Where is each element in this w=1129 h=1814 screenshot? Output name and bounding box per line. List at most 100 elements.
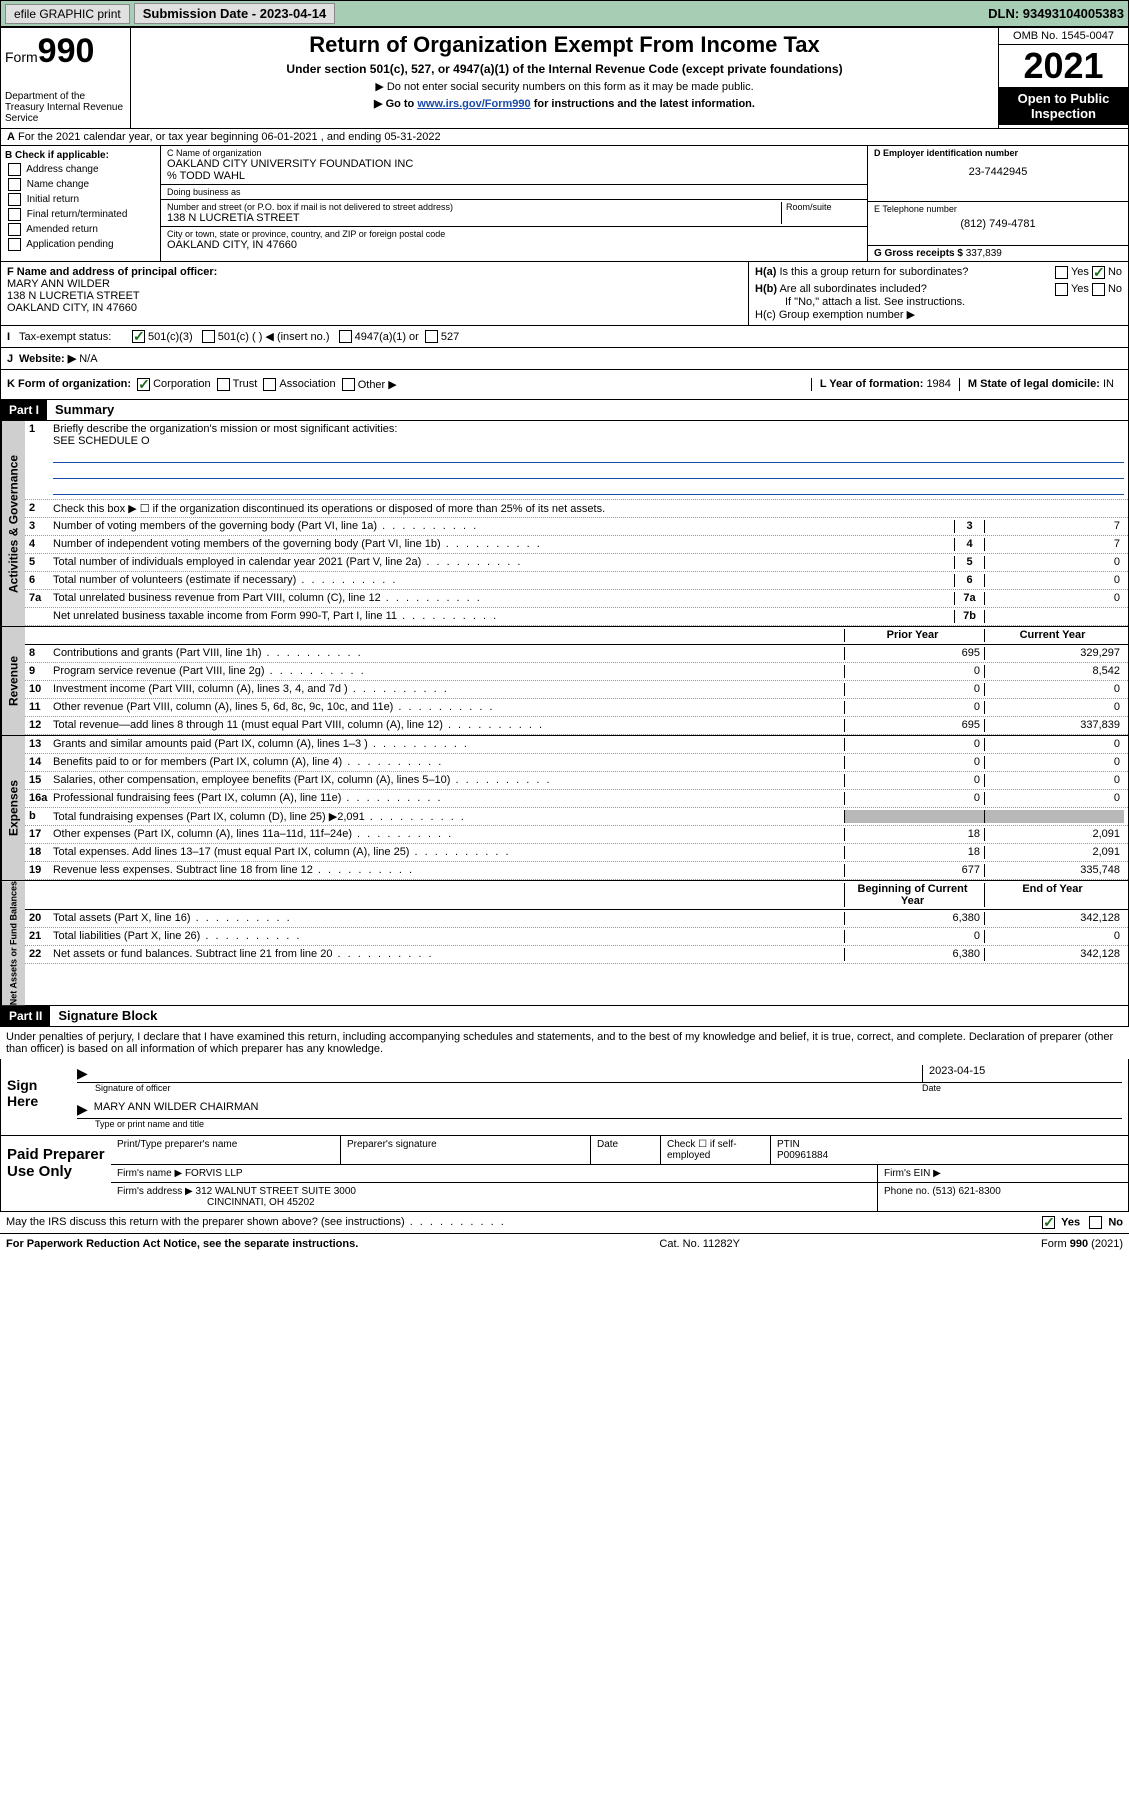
- tab-net: Net Assets or Fund Balances: [1, 881, 25, 1005]
- name-label: C Name of organization: [167, 148, 861, 158]
- firm-addr2: CINCINNATI, OH 45202: [117, 1197, 315, 1208]
- arrow-icon: ▶: [77, 1101, 88, 1118]
- chk-4947[interactable]: [339, 330, 352, 343]
- chk-corp[interactable]: [137, 378, 150, 391]
- table-row: 14Benefits paid to or for members (Part …: [25, 754, 1128, 772]
- table-row: bTotal fundraising expenses (Part IX, co…: [25, 808, 1128, 826]
- firm-ein-label: Firm's EIN ▶: [878, 1165, 1128, 1182]
- hb-yes[interactable]: [1055, 283, 1068, 296]
- form-number: 990: [38, 32, 95, 70]
- form-label: Form: [5, 49, 38, 65]
- cat-no: Cat. No. 11282Y: [659, 1238, 740, 1250]
- ha-no[interactable]: [1092, 266, 1105, 279]
- hb-no[interactable]: [1092, 283, 1105, 296]
- section-bc: B Check if applicable: Address change Na…: [0, 146, 1129, 262]
- ha-yes[interactable]: [1055, 266, 1068, 279]
- ein-label: D Employer identification number: [874, 148, 1122, 158]
- chk-final[interactable]: Final return/terminated: [5, 208, 156, 221]
- row-fh: F Name and address of principal officer:…: [0, 262, 1129, 326]
- form-title: Return of Organization Exempt From Incom…: [139, 32, 990, 58]
- efile-btn[interactable]: efile GRAPHIC print: [5, 4, 130, 24]
- subtitle-1: Under section 501(c), 527, or 4947(a)(1)…: [139, 62, 990, 76]
- table-row: 13Grants and similar amounts paid (Part …: [25, 736, 1128, 754]
- j-label: Website: ▶: [19, 352, 76, 365]
- officer-name: MARY ANN WILDER: [7, 278, 742, 290]
- q1-val: SEE SCHEDULE O: [53, 435, 150, 447]
- chk-501c3[interactable]: [132, 330, 145, 343]
- officer-addr1: 138 N LUCRETIA STREET: [7, 290, 742, 302]
- org-name: OAKLAND CITY UNIVERSITY FOUNDATION INC: [167, 158, 861, 170]
- form-ref: Form 990 (2021): [1041, 1238, 1123, 1250]
- q1-text: Briefly describe the organization's miss…: [53, 423, 397, 435]
- tab-governance: Activities & Governance: [1, 421, 25, 626]
- firm-addr1: 312 WALNUT STREET SUITE 3000: [196, 1186, 356, 1197]
- dln-text: DLN: 93493104005383: [988, 6, 1124, 21]
- chk-name[interactable]: Name change: [5, 178, 156, 191]
- l-label: L Year of formation:: [820, 378, 927, 390]
- sign-block: Sign Here ▶2023-04-15 Signature of offic…: [0, 1059, 1129, 1136]
- chk-amended[interactable]: Amended return: [5, 223, 156, 236]
- chk-501c[interactable]: [202, 330, 215, 343]
- table-row: 15Salaries, other compensation, employee…: [25, 772, 1128, 790]
- q2-text: Check this box ▶ ☐ if the organization d…: [53, 502, 1124, 515]
- table-row: 20Total assets (Part X, line 16)6,380342…: [25, 910, 1128, 928]
- submission-btn[interactable]: Submission Date - 2023-04-14: [134, 3, 336, 24]
- hc-label: H(c) Group exemption number ▶: [755, 308, 1122, 321]
- i-label: Tax-exempt status:: [19, 331, 129, 343]
- firm-name: FORVIS LLP: [185, 1168, 243, 1179]
- declaration: Under penalties of perjury, I declare th…: [0, 1027, 1129, 1059]
- street-addr: 138 N LUCRETIA STREET: [167, 212, 781, 224]
- table-row: 16aProfessional fundraising fees (Part I…: [25, 790, 1128, 808]
- sig-date-label: Date: [922, 1083, 1122, 1093]
- chk-initial[interactable]: Initial return: [5, 193, 156, 206]
- domicile: IN: [1103, 378, 1114, 390]
- ptin-label: PTIN: [777, 1139, 1122, 1150]
- prep-h2: Preparer's signature: [341, 1136, 591, 1164]
- gross-value: 337,839: [966, 248, 1002, 259]
- sign-here-label: Sign Here: [1, 1059, 71, 1135]
- table-row: Net unrelated business taxable income fr…: [25, 608, 1128, 626]
- tel-label: E Telephone number: [874, 204, 1122, 214]
- part1: Part ISummary Activities & Governance 1B…: [0, 400, 1129, 1006]
- col-b-header: B Check if applicable:: [5, 150, 156, 161]
- table-row: 7aTotal unrelated business revenue from …: [25, 590, 1128, 608]
- table-row: 19Revenue less expenses. Subtract line 1…: [25, 862, 1128, 880]
- table-row: 21Total liabilities (Part X, line 26)00: [25, 928, 1128, 946]
- col-b: B Check if applicable: Address change Na…: [1, 146, 161, 261]
- chk-other[interactable]: [342, 378, 355, 391]
- phone-value: (513) 621-8300: [932, 1186, 1000, 1197]
- footer: For Paperwork Reduction Act Notice, see …: [0, 1233, 1129, 1254]
- officer-signed-name: MARY ANN WILDER CHAIRMAN: [94, 1101, 259, 1118]
- care-of: % TODD WAHL: [167, 170, 861, 182]
- sig-officer-label: Signature of officer: [77, 1083, 922, 1093]
- ha-label: H(a) Is this a group return for subordin…: [755, 266, 1052, 279]
- table-row: 6Total number of volunteers (estimate if…: [25, 572, 1128, 590]
- discuss-q: May the IRS discuss this return with the…: [6, 1216, 506, 1229]
- gross-label: G Gross receipts $: [874, 248, 966, 259]
- chk-address[interactable]: Address change: [5, 163, 156, 176]
- chk-trust[interactable]: [217, 378, 230, 391]
- discuss-yes[interactable]: [1042, 1216, 1055, 1229]
- chk-pending[interactable]: Application pending: [5, 238, 156, 251]
- subtitle-3: ▶ Go to www.irs.gov/Form990 for instruct…: [139, 97, 990, 110]
- hdr-end: End of Year: [984, 883, 1124, 907]
- ein-value: 23-7442945: [874, 166, 1122, 178]
- prep-h4: Check ☐ if self-employed: [661, 1136, 771, 1164]
- row-k: K Form of organization: Corporation Trus…: [0, 370, 1129, 400]
- irs-link[interactable]: www.irs.gov/Form990: [417, 98, 530, 110]
- chk-assoc[interactable]: [263, 378, 276, 391]
- tab-revenue: Revenue: [1, 627, 25, 735]
- ptin-value: P00961884: [777, 1150, 1122, 1161]
- discuss-row: May the IRS discuss this return with the…: [0, 1212, 1129, 1233]
- year-formation: 1984: [926, 378, 950, 390]
- hb-label: H(b) Are all subordinates included?: [755, 283, 1052, 296]
- discuss-no[interactable]: [1089, 1216, 1102, 1229]
- f-label: F Name and address of principal officer:: [7, 266, 217, 278]
- firm-addr-label: Firm's address ▶: [117, 1186, 196, 1197]
- tab-expenses: Expenses: [1, 736, 25, 880]
- chk-527[interactable]: [425, 330, 438, 343]
- preparer-block: Paid Preparer Use Only Print/Type prepar…: [0, 1136, 1129, 1212]
- table-row: 5Total number of individuals employed in…: [25, 554, 1128, 572]
- form-header: Form990 Department of the Treasury Inter…: [0, 27, 1129, 129]
- preparer-label: Paid Preparer Use Only: [1, 1136, 111, 1211]
